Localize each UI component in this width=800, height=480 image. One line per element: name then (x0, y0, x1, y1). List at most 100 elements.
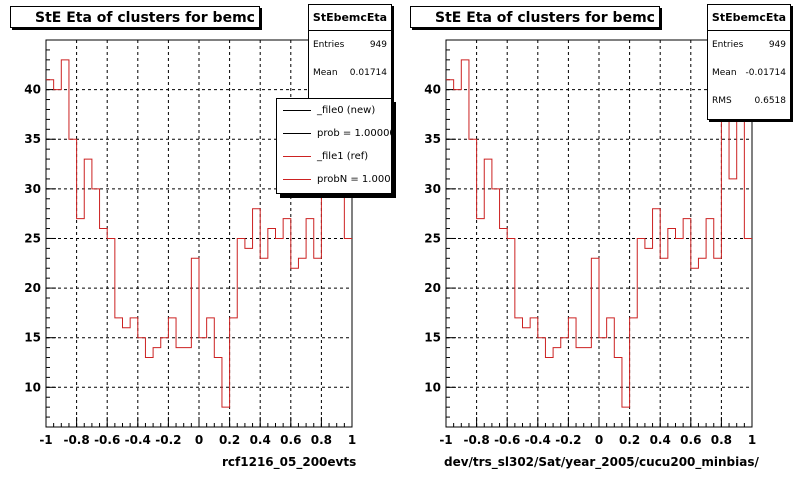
right-histogram-bin (706, 219, 714, 427)
left-histogram-bin (344, 238, 352, 427)
left-histogram-bin (260, 258, 268, 427)
right-y-tick-label: 25 (424, 231, 441, 245)
left-x-tick-label: 0.6 (280, 433, 301, 447)
left-y-tick-label: 15 (24, 331, 41, 345)
left-stats-mean-value: 0.01714 (349, 68, 387, 78)
right-histogram-bin (553, 348, 561, 427)
left-stats-entries-value: 949 (369, 40, 387, 50)
left-histogram-bin (77, 219, 85, 427)
right-histogram-bin (576, 348, 584, 427)
right-histogram-bin (523, 328, 531, 427)
left-histogram-bin (145, 358, 153, 427)
left-xlabel: rcf1216_05_200evts (222, 455, 357, 469)
left-x-tick-label: 0.4 (250, 433, 271, 447)
legend-line (283, 179, 311, 180)
left-y-tick-label: 35 (24, 132, 41, 146)
legend-item-file1: _file1 (ref) (277, 145, 391, 168)
left-x-tick-label: -0.8 (63, 433, 89, 447)
right-histogram-bin (737, 90, 745, 427)
left-histogram-bin (107, 238, 115, 427)
left-histogram-bin (314, 258, 322, 427)
right-x-tick-label: 0.2 (619, 433, 640, 447)
left-histogram-bin (283, 219, 291, 427)
legend-item-probn: probN = 1.000000 (277, 168, 391, 191)
right-histogram-bin (630, 318, 638, 427)
left-histogram-bin (207, 318, 215, 427)
right-histogram-bin (729, 179, 737, 427)
left-histogram-bin (253, 209, 261, 427)
right-histogram-bin (607, 318, 615, 427)
left-histogram-bin (191, 258, 199, 427)
left-histogram-bin (130, 318, 138, 427)
right-x-tick-label: -0.8 (463, 433, 489, 447)
right-y-tick-label: 20 (424, 281, 441, 295)
left-histogram-bin (123, 328, 131, 427)
right-histogram-bin (530, 318, 538, 427)
right-x-tick-label: 0 (595, 433, 603, 447)
right-histogram-bin (653, 209, 661, 427)
left-x-tick-label: 1 (348, 433, 356, 447)
right-histogram-bin (538, 338, 546, 427)
right-stats-rms-label: RMS (712, 96, 732, 106)
right-x-tick-label: 0.8 (711, 433, 732, 447)
right-histogram-bin (545, 358, 553, 427)
right-histogram-bin (714, 258, 722, 427)
left-histogram-bin (230, 318, 238, 427)
left-histogram-bin (61, 60, 69, 427)
left-histogram-bin (268, 229, 276, 427)
left-histogram-bin (84, 159, 92, 427)
left-x-tick-label: -0.6 (94, 433, 120, 447)
right-stats-name: StEbemcEta (708, 5, 790, 31)
right-y-tick-label: 35 (424, 132, 441, 146)
right-y-tick-label: 30 (424, 182, 441, 196)
right-x-tick-label: 1 (748, 433, 756, 447)
left-y-tick-label: 20 (24, 281, 41, 295)
right-x-tick-label: -1 (439, 433, 452, 447)
right-histogram-bin (668, 229, 676, 427)
right-histogram-bin (637, 238, 645, 427)
right-stats-mean-value: -0.01714 (745, 68, 786, 78)
left-histogram-bin (199, 338, 207, 427)
left-histogram-bin (222, 407, 230, 427)
left-histogram-bin (276, 238, 284, 427)
right-stats-entries-value: 949 (768, 40, 786, 50)
right-histogram-bin (599, 338, 607, 427)
right-x-tick-label: -0.4 (525, 433, 551, 447)
legend-item-file0: _file0 (new) (277, 99, 391, 122)
right-histogram-bin (660, 258, 668, 427)
left-histogram-bin (54, 90, 62, 427)
right-y-tick-label: 10 (424, 380, 441, 394)
left-histogram-bin (92, 189, 100, 427)
left-histogram-bin (69, 139, 77, 427)
left-stats-entries-label: Entries (313, 40, 345, 50)
left-histogram-bin (100, 229, 108, 427)
left-histogram-bin (237, 238, 245, 427)
right-histogram-bin (446, 80, 454, 427)
legend-label: prob = 1.000000 (317, 128, 391, 139)
left-histogram-bin (306, 219, 314, 427)
left-histogram-bin (138, 338, 146, 427)
left-histogram-bin (153, 348, 161, 427)
left-histogram-line (46, 59, 352, 408)
right-plot-title: StE Eta of clusters for bemc (410, 6, 660, 28)
right-stats-mean-label: Mean (712, 68, 737, 78)
right-histogram-bin (591, 258, 599, 427)
left-histogram-bin (161, 338, 169, 427)
left-stats-mean-label: Mean (313, 68, 338, 78)
left-histogram-bin (298, 258, 306, 427)
left-histogram-bin (176, 348, 184, 427)
right-histogram-bin (645, 248, 653, 427)
legend-label: probN = 1.000000 (317, 174, 391, 185)
right-stats-entries-label: Entries (712, 40, 744, 50)
right-histogram-bin (691, 268, 699, 427)
left-stats-box: StEbemcEta Entries 949 Mean 0.01714 (308, 4, 392, 100)
left-histogram-bin (184, 348, 192, 427)
left-legend: _file0 (new) prob = 1.000000 _file1 (ref… (276, 98, 392, 194)
right-x-tick-label: 0.6 (680, 433, 701, 447)
left-histogram-bin (245, 248, 253, 427)
right-xlabel: dev/trs_sl302/Sat/year_2005/cucu200_minb… (444, 455, 759, 469)
right-histogram-bin (622, 407, 630, 427)
right-histogram-bin (744, 238, 752, 427)
legend-label: _file1 (ref) (317, 151, 369, 162)
left-x-tick-label: 0 (195, 433, 203, 447)
